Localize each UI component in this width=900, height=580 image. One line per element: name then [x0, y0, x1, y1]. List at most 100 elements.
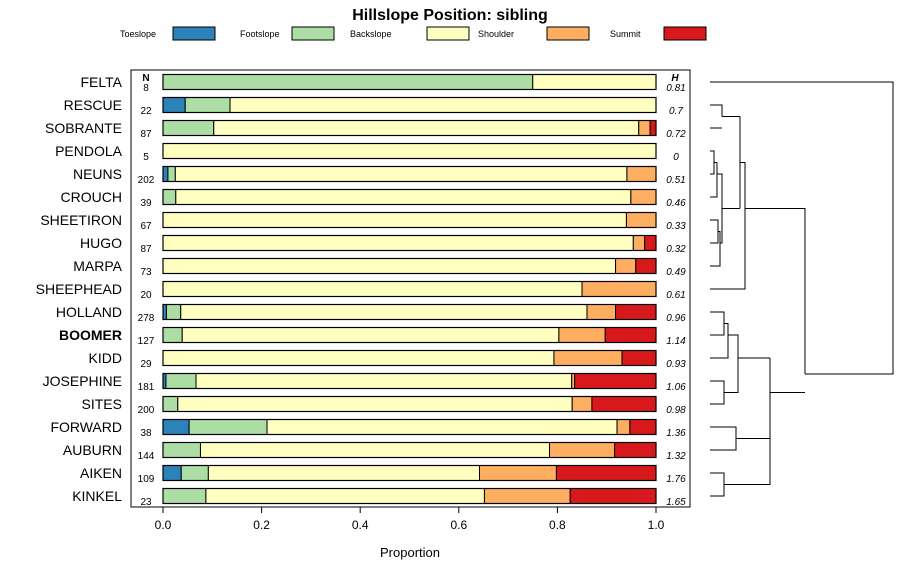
row-josephine: JOSEPHINE 181 1.06: [43, 372, 686, 393]
row-h: 1.65: [666, 497, 686, 508]
row-h: 0.81: [666, 83, 685, 94]
row-h: 1.14: [666, 336, 686, 347]
bar-segment-shoulder: [626, 166, 657, 182]
dendrogram-branch: [710, 323, 729, 359]
row-felta: FELTA 8 0.81: [81, 73, 686, 94]
row-n: 38: [140, 428, 152, 439]
dendrogram-branch: [724, 438, 771, 485]
bar-outline: [162, 441, 657, 459]
bar-segment-footslope: [162, 488, 207, 504]
row-label: AUBURN: [63, 442, 122, 458]
row-label: SHEETIRON: [40, 212, 122, 228]
row-label: HUGO: [80, 235, 122, 251]
bar-segment-backslope: [229, 97, 657, 113]
row-label: FORWARD: [50, 419, 122, 435]
legend: Toeslope Footslope Backslope Shoulder Summit: [120, 26, 707, 41]
row-neuns: NEUNS 202 0.51: [73, 165, 686, 186]
row-h: 1.06: [666, 382, 686, 393]
row-n: 181: [138, 382, 155, 393]
row-h: 1.76: [666, 474, 686, 485]
bar-outline: [162, 326, 657, 344]
row-h: 0.7: [669, 106, 683, 117]
row-n: 29: [140, 359, 152, 370]
plot-frame: [130, 69, 691, 508]
bar-outline: [162, 257, 657, 275]
row-n: 5: [143, 152, 149, 163]
bar-segment-backslope: [162, 258, 617, 274]
bar-segment-shoulder: [615, 258, 637, 274]
row-aiken: AIKEN 109 1.76: [80, 464, 686, 485]
rows: FELTA 8 0.81 RESCUE 22 0.7 SOBRANTE 87 0.72 PENDO…: [36, 73, 686, 508]
row-n: 23: [140, 497, 152, 508]
row-n: 127: [138, 336, 155, 347]
legend-label-footslope: Footslope: [240, 29, 280, 39]
row-h: 0.96: [666, 313, 686, 324]
bar-segment-backslope: [180, 304, 588, 320]
row-label: AIKEN: [80, 465, 122, 481]
bar-segment-backslope: [177, 396, 573, 412]
bar-segment-summit: [614, 442, 657, 458]
bar-segment-footslope: [167, 166, 176, 182]
bar-segment-footslope: [165, 373, 197, 389]
row-holland: HOLLAND 278 0.96: [56, 303, 686, 324]
bar-segment-shoulder: [553, 350, 623, 366]
dendrogram-branch: [710, 380, 725, 405]
row-n: 39: [140, 198, 152, 209]
bar-segment-summit: [604, 327, 657, 343]
bar-segment-backslope: [207, 465, 481, 481]
legend-swatch-toeslope: [172, 26, 216, 41]
row-n: 202: [138, 175, 155, 186]
bar-segment-shoulder: [581, 281, 657, 297]
dendrogram-branch: [724, 334, 739, 393]
bar-outline: [162, 418, 657, 436]
bar-segment-shoulder: [616, 419, 631, 435]
bar-segment-backslope: [266, 419, 618, 435]
row-h: 0.61: [666, 290, 685, 301]
x-tick-label: 0.8: [549, 518, 566, 532]
bar-segment-footslope: [162, 442, 201, 458]
bar-segment-shoulder: [479, 465, 557, 481]
row-sheetiron: SHEETIRON 67 0.33: [40, 211, 686, 232]
row-label: JOSEPHINE: [43, 373, 122, 389]
dendrogram-branch: [710, 472, 725, 497]
bar-outline: [162, 487, 657, 505]
bar-outline: [162, 119, 657, 137]
legend-swatch-summit: [663, 26, 707, 41]
bar-segment-shoulder: [625, 212, 657, 228]
legend-label-shoulder: Shoulder: [478, 29, 514, 39]
bar-segment-shoulder: [571, 396, 593, 412]
bar-outline: [162, 73, 657, 91]
bar-outline: [162, 188, 657, 206]
bar-segment-summit: [569, 488, 657, 504]
bar-segment-shoulder: [586, 304, 617, 320]
row-label: BOOMER: [59, 327, 122, 343]
row-h: 0.93: [666, 359, 686, 370]
row-label: SHEEPHEAD: [36, 281, 122, 297]
bar-segment-footslope: [162, 327, 183, 343]
bar-segment-summit: [649, 120, 657, 136]
n-header: N: [142, 73, 149, 84]
bar-segment-toeslope: [162, 97, 186, 113]
row-label: MARPA: [73, 258, 122, 274]
row-h: 0.98: [666, 405, 686, 416]
bar-segment-backslope: [195, 373, 573, 389]
bar-segment-footslope: [162, 120, 215, 136]
row-label: PENDOLA: [55, 143, 123, 159]
row-label: SITES: [82, 396, 122, 412]
row-hugo: HUGO 87 0.32: [80, 234, 686, 255]
x-axis-title: Proportion: [380, 545, 440, 560]
row-forward: FORWARD 38 1.36: [50, 418, 686, 439]
bar-segment-summit: [644, 235, 657, 251]
row-n: 87: [140, 244, 152, 255]
bar-segment-toeslope: [162, 465, 182, 481]
bar-outline: [162, 349, 657, 367]
bar-outline: [162, 96, 657, 114]
row-h: 0.51: [666, 175, 685, 186]
x-tick-label: 0.0: [155, 518, 172, 532]
chart-title: Hillslope Position: sibling: [352, 7, 548, 24]
row-label: HOLLAND: [56, 304, 122, 320]
bar-outline: [162, 234, 657, 252]
row-label: SOBRANTE: [45, 120, 122, 136]
row-n: 109: [138, 474, 155, 485]
